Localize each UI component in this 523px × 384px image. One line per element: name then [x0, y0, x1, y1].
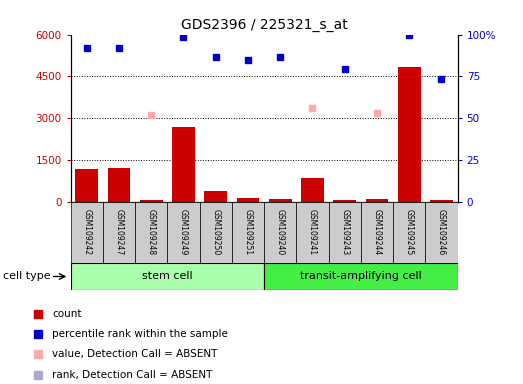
Text: cell type: cell type — [3, 271, 50, 281]
Bar — [108, 168, 130, 202]
Text: GSM109249: GSM109249 — [179, 209, 188, 255]
Bar — [393, 202, 425, 263]
Bar — [361, 202, 393, 263]
Text: value, Detection Call = ABSENT: value, Detection Call = ABSENT — [52, 349, 218, 359]
Text: GSM109250: GSM109250 — [211, 209, 220, 255]
Bar — [264, 263, 458, 290]
Bar — [135, 202, 167, 263]
Text: count: count — [52, 309, 82, 319]
Bar — [328, 202, 361, 263]
Text: GSM109241: GSM109241 — [308, 209, 317, 255]
Bar — [264, 202, 297, 263]
Text: rank, Detection Call = ABSENT: rank, Detection Call = ABSENT — [52, 369, 212, 379]
Text: GSM109246: GSM109246 — [437, 209, 446, 255]
Bar — [172, 127, 195, 202]
Bar — [204, 191, 227, 202]
Bar — [430, 200, 453, 202]
Text: GSM109251: GSM109251 — [244, 209, 253, 255]
Bar — [167, 202, 200, 263]
Bar — [71, 263, 264, 290]
Bar — [75, 169, 98, 202]
Bar — [140, 200, 163, 202]
Bar — [269, 199, 291, 202]
Text: GSM109242: GSM109242 — [82, 209, 91, 255]
Text: GSM109244: GSM109244 — [372, 209, 381, 255]
Bar — [232, 202, 264, 263]
Text: percentile rank within the sample: percentile rank within the sample — [52, 329, 228, 339]
Bar — [366, 199, 388, 202]
Text: GSM109245: GSM109245 — [405, 209, 414, 255]
Bar — [398, 66, 420, 202]
Text: transit-amplifying cell: transit-amplifying cell — [300, 271, 422, 281]
Bar — [301, 178, 324, 202]
Text: GSM109243: GSM109243 — [340, 209, 349, 255]
Text: GSM109248: GSM109248 — [147, 209, 156, 255]
Text: GSM109240: GSM109240 — [276, 209, 285, 255]
Text: stem cell: stem cell — [142, 271, 192, 281]
Bar — [237, 198, 259, 202]
Bar — [425, 202, 458, 263]
Text: GSM109247: GSM109247 — [115, 209, 123, 255]
Bar — [103, 202, 135, 263]
Bar — [334, 200, 356, 202]
Bar — [200, 202, 232, 263]
Bar — [297, 202, 328, 263]
Title: GDS2396 / 225321_s_at: GDS2396 / 225321_s_at — [181, 18, 347, 32]
Bar — [71, 202, 103, 263]
